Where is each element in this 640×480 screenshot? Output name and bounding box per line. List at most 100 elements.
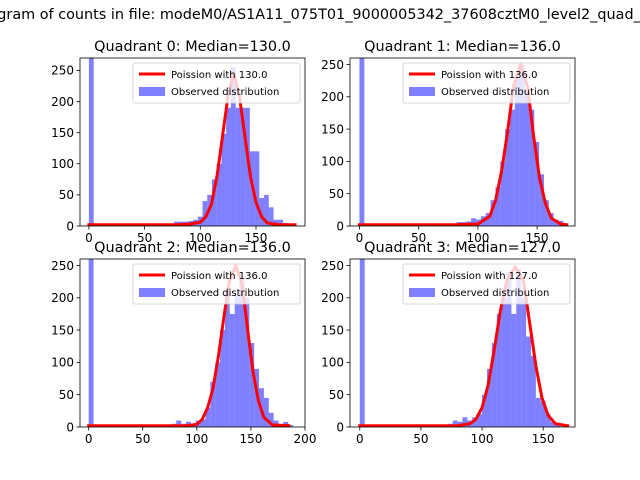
observed-bar [254, 151, 260, 226]
subplot-title: Quadrant 1: Median=136.0 [364, 39, 561, 55]
observed-bar [462, 417, 468, 427]
observed-bar [244, 297, 250, 427]
y-tick-label: 150 [51, 323, 74, 337]
observed-bar [534, 142, 540, 226]
observed-bar [505, 129, 510, 226]
legend-swatch-observed [409, 87, 435, 96]
observed-bar [495, 187, 501, 226]
legend-label-poisson: Poission with 136.0 [171, 271, 267, 282]
observed-bar [202, 201, 208, 226]
legend-box [402, 62, 571, 104]
y-tick-label: 250 [321, 259, 344, 273]
y-tick-label: 0 [336, 420, 344, 434]
legend: Poission with 130.0 Observed distribution [132, 62, 301, 104]
y-tick-label: 100 [321, 155, 344, 169]
y-tick-label: 200 [51, 291, 74, 305]
y-tick-label: 0 [66, 420, 74, 434]
y-tick-label: 100 [51, 356, 74, 370]
observed-bar [240, 107, 246, 226]
x-tick-label: 150 [526, 231, 549, 245]
x-tick-label: 100 [189, 231, 212, 245]
observed-bar [477, 414, 483, 427]
legend-swatch-observed [139, 87, 165, 96]
observed-bar [215, 362, 221, 427]
observed-bar [514, 77, 520, 226]
observed-bar [506, 271, 512, 427]
legend-label-poisson: Poission with 136.0 [441, 70, 537, 81]
subplot-title: Quadrant 3: Median=127.0 [364, 240, 561, 256]
observed-bar [205, 407, 211, 427]
x-tick-label: 0 [356, 231, 364, 245]
legend-label-observed: Observed distribution [171, 87, 279, 98]
observed-bar [239, 278, 245, 427]
observed-bar [235, 107, 241, 226]
y-tick-label: 50 [329, 388, 344, 402]
observed-bar [259, 198, 265, 226]
legend: Poission with 136.0 Observed distribution [402, 62, 571, 104]
axes-frame [349, 57, 576, 227]
x-tick-label: 150 [532, 432, 555, 446]
subplot-quadrant-3: 0 50 100 150 0 50 100 150 200 250 Quadrant 3: Medi… [321, 240, 576, 446]
observed-bar [245, 107, 250, 226]
x-tick-label: 50 [135, 432, 150, 446]
legend-label-poisson: Poission with 127.0 [441, 271, 537, 282]
x-tick-label: 150 [239, 432, 262, 446]
legend: Poission with 136.0 Observed distribution [132, 263, 301, 305]
observed-bar [491, 343, 497, 427]
observed-bar [359, 259, 365, 427]
x-tick-label: 0 [85, 432, 93, 446]
observed-bar [500, 161, 506, 226]
y-tick-label: 150 [321, 122, 344, 136]
y-tick-label: 200 [51, 95, 74, 109]
observed-bar [535, 397, 541, 427]
y-tick-label: 50 [59, 188, 74, 202]
observed-bar [229, 313, 235, 427]
observed-bar [540, 401, 546, 427]
observed-bar [521, 297, 527, 427]
x-tick-label: 50 [413, 432, 428, 446]
y-tick-label: 200 [321, 90, 344, 104]
observed-bar [452, 420, 458, 427]
y-tick-label: 100 [321, 356, 344, 370]
observed-bar [501, 297, 507, 427]
legend-label-poisson: Poission with 130.0 [171, 70, 267, 81]
subplot-quadrant-1: 0 50 100 150 0 50 100 150 200 250 Quadrant 1: Medi… [321, 39, 576, 245]
y-tick-label: 250 [321, 58, 344, 72]
observed-bar [211, 179, 217, 226]
observed-bar [496, 313, 502, 427]
observed-bar [359, 58, 365, 226]
observed-bar [268, 412, 274, 427]
legend-swatch-observed [409, 288, 435, 297]
legend-swatch-observed [139, 288, 165, 297]
axes-frame [349, 258, 576, 428]
observed-bar [268, 207, 274, 226]
legend-box [402, 263, 571, 305]
axes-frame [79, 57, 306, 227]
observed-bar [519, 64, 525, 226]
observed-bar [530, 355, 536, 427]
figure-suptitle: Histogram of counts in file: modeM0/AS1A… [0, 7, 640, 23]
x-tick-label: 200 [294, 432, 317, 446]
x-tick-label: 0 [356, 432, 364, 446]
observed-bar [264, 194, 269, 226]
observed-bar [226, 107, 231, 226]
x-tick-label: 100 [471, 432, 494, 446]
axes-frame [79, 258, 306, 428]
observed-bar [472, 417, 478, 427]
legend: Poission with 127.0 Observed distribution [402, 263, 571, 305]
x-tick-label: 100 [185, 432, 208, 446]
x-tick-label: 0 [85, 231, 93, 245]
x-tick-label: 50 [411, 231, 426, 245]
y-tick-label: 0 [66, 219, 74, 233]
observed-bar [543, 200, 549, 226]
x-tick-label: 150 [245, 231, 268, 245]
y-tick-label: 50 [329, 187, 344, 201]
observed-bar [88, 259, 94, 427]
legend-label-observed: Observed distribution [441, 87, 549, 98]
legend-label-observed: Observed distribution [441, 288, 549, 299]
y-tick-label: 250 [51, 64, 74, 78]
observed-bar [288, 425, 294, 427]
subplot-title: Quadrant 0: Median=130.0 [94, 39, 291, 55]
observed-bar [516, 268, 522, 427]
